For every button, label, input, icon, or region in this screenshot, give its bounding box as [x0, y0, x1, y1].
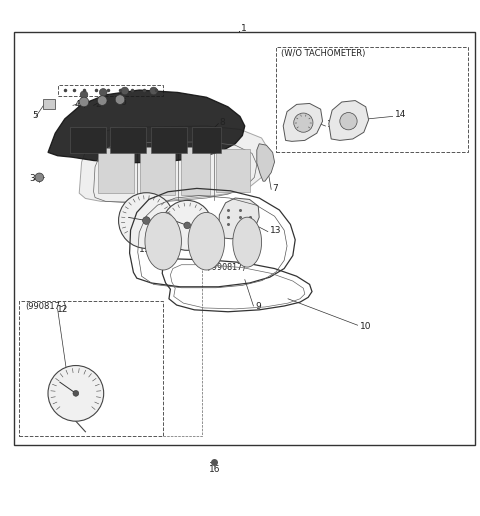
- PathPatch shape: [283, 103, 323, 141]
- Bar: [140, 147, 175, 195]
- Circle shape: [79, 97, 89, 107]
- Bar: [98, 148, 134, 193]
- Text: 13: 13: [270, 225, 281, 235]
- Bar: [192, 127, 221, 153]
- Circle shape: [48, 365, 104, 421]
- Text: 2: 2: [95, 100, 101, 109]
- PathPatch shape: [43, 99, 55, 109]
- Text: (W/O TACHOMETER): (W/O TACHOMETER): [281, 49, 365, 58]
- Bar: [216, 149, 250, 192]
- Circle shape: [121, 87, 129, 95]
- Circle shape: [35, 173, 44, 182]
- Circle shape: [150, 87, 157, 95]
- PathPatch shape: [48, 90, 245, 163]
- Bar: [19, 301, 163, 436]
- Circle shape: [80, 91, 88, 99]
- Text: 9: 9: [255, 302, 261, 312]
- Circle shape: [143, 217, 150, 224]
- Ellipse shape: [145, 213, 181, 270]
- Circle shape: [184, 222, 191, 229]
- Text: 10: 10: [360, 321, 372, 331]
- Text: 16: 16: [209, 465, 221, 474]
- Circle shape: [115, 95, 125, 104]
- Bar: [110, 127, 146, 153]
- Text: 14: 14: [395, 110, 406, 120]
- Text: 7: 7: [273, 184, 278, 193]
- Bar: [151, 127, 187, 153]
- Text: 4: 4: [74, 100, 80, 109]
- PathPatch shape: [329, 101, 369, 140]
- Text: 8: 8: [220, 118, 226, 127]
- Bar: [181, 147, 210, 195]
- Circle shape: [99, 89, 107, 96]
- Circle shape: [73, 391, 79, 396]
- Text: 6: 6: [120, 98, 126, 106]
- Text: 11: 11: [139, 245, 151, 254]
- Text: 15: 15: [327, 120, 339, 129]
- Text: 3: 3: [30, 174, 36, 183]
- Circle shape: [162, 200, 212, 250]
- Ellipse shape: [233, 217, 262, 267]
- PathPatch shape: [79, 126, 269, 202]
- Text: 12: 12: [210, 256, 222, 265]
- Bar: [70, 127, 106, 153]
- Text: 1: 1: [241, 24, 247, 33]
- Text: (990817-): (990817-): [25, 302, 66, 312]
- Bar: [14, 33, 475, 445]
- Circle shape: [294, 113, 313, 132]
- PathPatch shape: [218, 198, 259, 239]
- Circle shape: [340, 112, 357, 130]
- PathPatch shape: [257, 144, 275, 181]
- Text: (-990817): (-990817): [206, 263, 246, 272]
- Circle shape: [119, 192, 174, 248]
- Bar: [58, 85, 163, 96]
- Circle shape: [97, 96, 107, 105]
- Bar: [276, 47, 468, 152]
- Ellipse shape: [188, 213, 225, 270]
- Text: 5: 5: [33, 111, 38, 120]
- Text: 12: 12: [57, 305, 68, 314]
